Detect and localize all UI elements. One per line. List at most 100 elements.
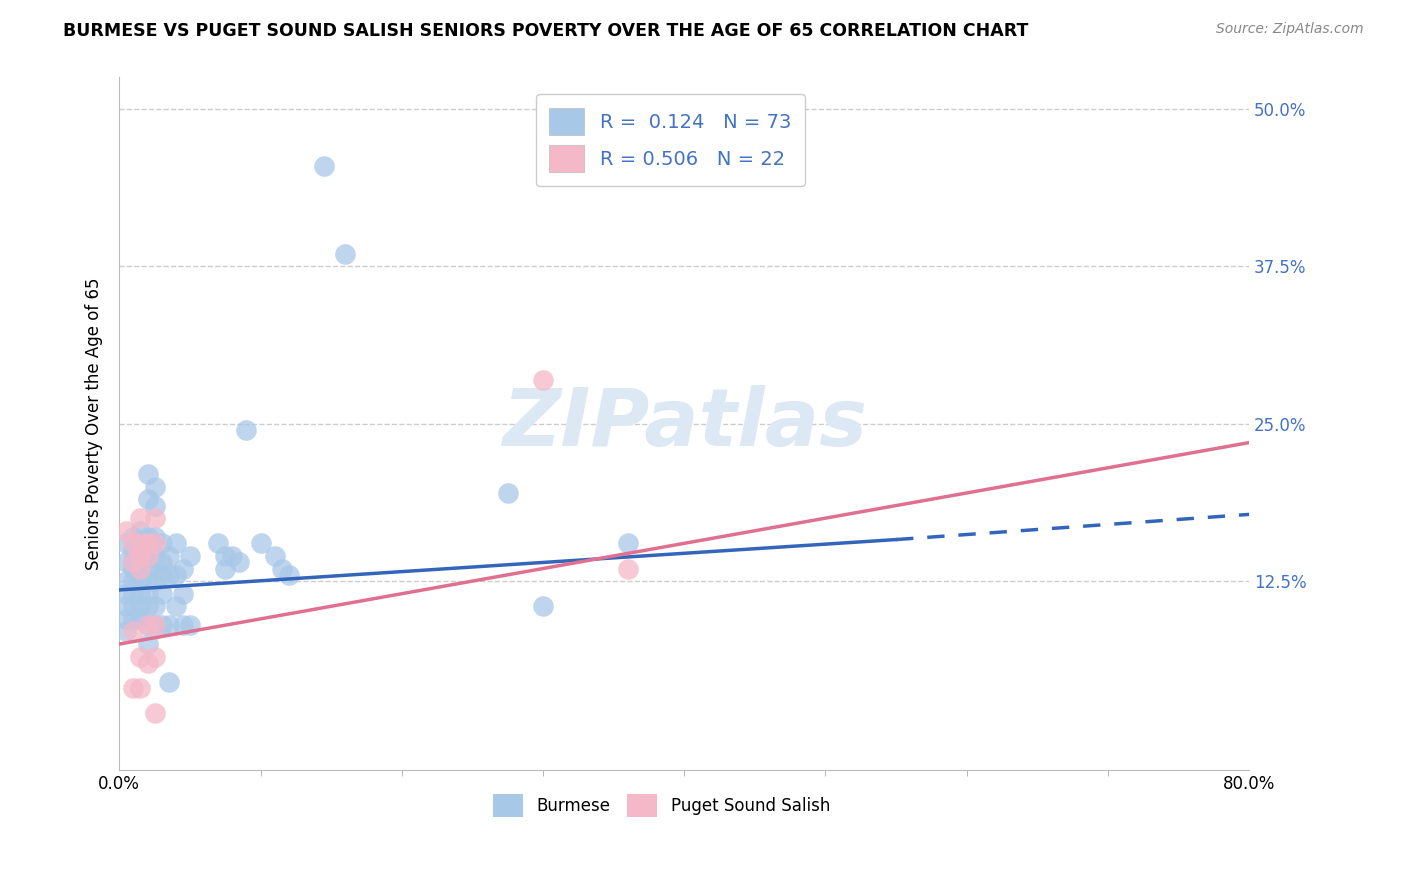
Point [277,567,299,582]
Point [122,542,145,557]
Point [270,561,292,575]
Point [150,618,173,632]
Point [143,649,166,664]
Point [122,555,145,569]
Point [214,561,236,575]
Point [150,587,173,601]
Text: Source: ZipAtlas.com: Source: ZipAtlas.com [1216,22,1364,37]
Point [136,530,159,544]
Point [335,246,357,260]
Point [115,624,138,639]
Point [207,536,229,550]
Point [249,536,271,550]
Point [150,555,173,569]
Y-axis label: Seniors Poverty Over the Age of 65: Seniors Poverty Over the Age of 65 [86,277,103,570]
Text: ZIPatlas: ZIPatlas [502,384,866,463]
Point [172,561,194,575]
Point [122,612,145,626]
Point [179,618,201,632]
Point [157,674,180,689]
Point [165,599,187,614]
Point [136,618,159,632]
Point [143,618,166,632]
Point [115,536,138,550]
Point [115,612,138,626]
Point [129,561,152,575]
Point [228,555,250,569]
Point [172,618,194,632]
Point [312,159,335,173]
Point [122,536,145,550]
Point [122,530,145,544]
Point [172,587,194,601]
Point [136,467,159,481]
Point [143,530,166,544]
Point [143,574,166,588]
Point [143,549,166,563]
Point [115,599,138,614]
Point [179,549,201,563]
Point [115,587,138,601]
Point [122,624,145,639]
Point [136,656,159,670]
Point [165,536,187,550]
Point [129,681,152,695]
Point [136,618,159,632]
Point [136,574,159,588]
Point [136,587,159,601]
Point [143,480,166,494]
Point [143,618,166,632]
Point [143,511,166,525]
Point [129,587,152,601]
Point [136,549,159,563]
Point [122,587,145,601]
Point [235,423,257,437]
Point [221,549,243,563]
Point [122,555,145,569]
Point [122,561,145,575]
Point [531,599,554,614]
Point [129,536,152,550]
Point [157,618,180,632]
Point [157,549,180,563]
Point [129,536,152,550]
Point [129,549,152,563]
Point [263,549,285,563]
Point [122,681,145,695]
Point [136,536,159,550]
Point [165,567,187,582]
Point [143,536,166,550]
Point [136,599,159,614]
Point [150,567,173,582]
Point [129,612,152,626]
Point [136,492,159,507]
Point [129,561,152,575]
Point [616,561,638,575]
Point [129,574,152,588]
Point [122,574,145,588]
Point [129,511,152,525]
Point [129,524,152,538]
Point [115,574,138,588]
Point [122,599,145,614]
Text: BURMESE VS PUGET SOUND SALISH SENIORS POVERTY OVER THE AGE OF 65 CORRELATION CHA: BURMESE VS PUGET SOUND SALISH SENIORS PO… [63,22,1029,40]
Point [136,561,159,575]
Point [136,549,159,563]
Point [136,637,159,651]
Point [143,706,166,721]
Point [129,549,152,563]
Legend: Burmese, Puget Sound Salish: Burmese, Puget Sound Salish [486,787,837,824]
Point [157,567,180,582]
Point [115,524,138,538]
Point [214,549,236,563]
Point [150,536,173,550]
Point [143,561,166,575]
Point [496,486,519,500]
Point [129,599,152,614]
Point [115,555,138,569]
Point [129,649,152,664]
Point [143,499,166,513]
Point [616,536,638,550]
Point [531,373,554,387]
Point [143,599,166,614]
